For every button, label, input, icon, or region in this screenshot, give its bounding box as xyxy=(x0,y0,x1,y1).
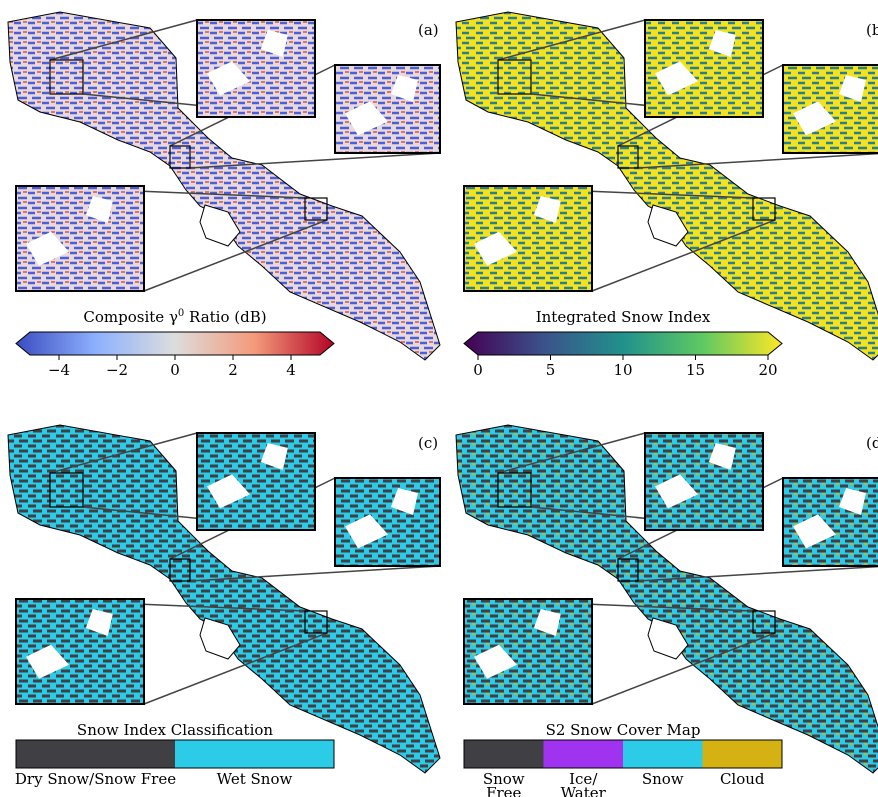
title-part: Snow Index Classification xyxy=(77,721,273,739)
category-swatch xyxy=(703,740,783,768)
page: (a)Composite γ0 Ratio (dB)−4−2024(b)Inte… xyxy=(0,0,878,797)
category-swatch xyxy=(623,740,703,768)
panel: (c) Snow Index Classification Dry Snow/Sno… xyxy=(8,425,440,788)
panel-label: (d) xyxy=(866,434,878,452)
tick-label: 0 xyxy=(170,361,180,379)
tick-label: 15 xyxy=(686,361,705,379)
colorbar-title: Composite γ0 Ratio (dB) xyxy=(83,308,266,326)
colorbar-title: Integrated Snow Index xyxy=(536,308,711,326)
tick-label: 2 xyxy=(228,361,238,379)
colorbar-title: S2 Snow Cover Map xyxy=(546,721,701,739)
inset-map xyxy=(16,599,144,704)
inset-map xyxy=(197,20,315,117)
inset-map xyxy=(335,65,440,153)
colorbar xyxy=(16,332,334,355)
title-part: Composite γ xyxy=(83,308,178,326)
category-label: Ice/Water xyxy=(561,770,607,797)
tick-label: 4 xyxy=(286,361,296,379)
inset-map xyxy=(335,478,440,566)
category-swatch xyxy=(544,740,624,768)
inset-map xyxy=(16,186,144,291)
tick-label: 10 xyxy=(613,361,632,379)
tick-label: −2 xyxy=(106,361,128,379)
tick-label: 5 xyxy=(546,361,556,379)
title-part: S2 Snow Cover Map xyxy=(546,721,701,739)
panel-label: (c) xyxy=(418,434,438,452)
title-part: Integrated Snow Index xyxy=(536,308,711,326)
inset-map xyxy=(464,599,592,704)
colorbar xyxy=(464,332,782,355)
panel-label: (a) xyxy=(418,21,439,39)
inset-map xyxy=(197,433,315,530)
inset-map xyxy=(645,433,763,530)
inset-map xyxy=(783,65,878,153)
inset-map xyxy=(464,186,592,291)
category-swatch xyxy=(16,740,175,768)
category-label: Snow xyxy=(642,770,684,788)
tick-label: −4 xyxy=(48,361,70,379)
figure: (a)Composite γ0 Ratio (dB)−4−2024(b)Inte… xyxy=(0,0,878,797)
category-swatch xyxy=(464,740,544,768)
title-part: Ratio (dB) xyxy=(184,308,266,326)
tick-label: 20 xyxy=(758,361,777,379)
inset-map xyxy=(783,478,878,566)
colorbar-title: Snow Index Classification xyxy=(77,721,273,739)
category-label: Wet Snow xyxy=(217,770,293,788)
category-swatch xyxy=(175,740,334,768)
inset-map xyxy=(645,20,763,117)
tick-label: 0 xyxy=(473,361,483,379)
category-label: Cloud xyxy=(720,770,765,788)
panel-label: (b) xyxy=(866,21,878,39)
category-label: Dry Snow/Snow Free xyxy=(15,770,176,788)
panel: (a) Composite γ0 Ratio (dB) −4 −2 0 2 4 xyxy=(8,12,440,379)
panel: (b) Integrated Snow Index 0 5 10 15 20 xyxy=(456,12,878,379)
